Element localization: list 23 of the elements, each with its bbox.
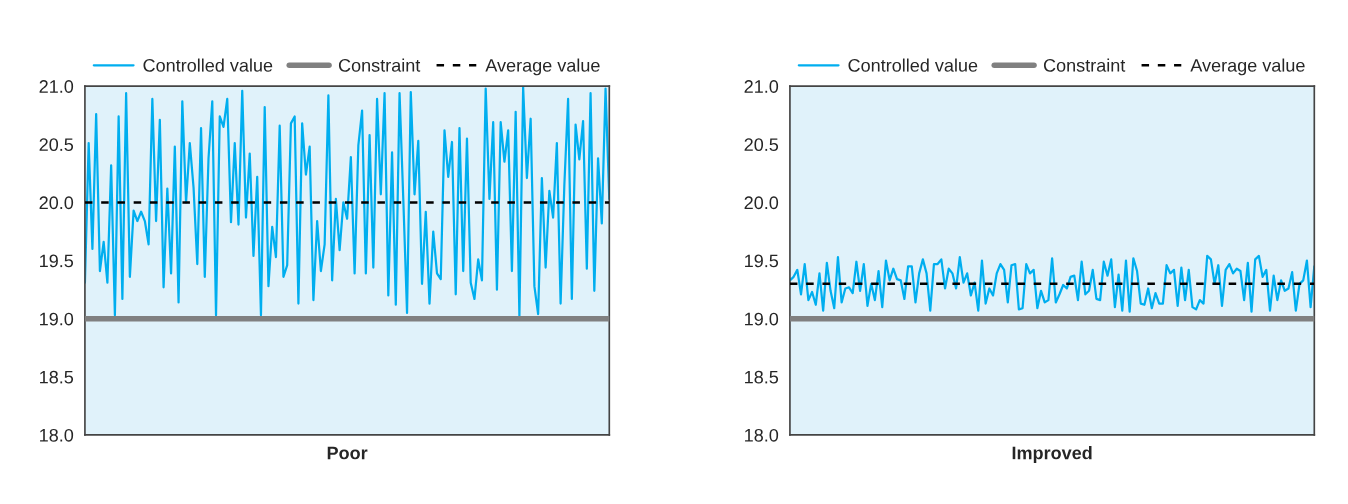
y-tick-label: 18.0 [745,428,779,442]
y-tick-label: 19.5 [745,254,779,268]
y-tick-label: 20.5 [39,138,74,152]
y-tick-label: 18.5 [745,370,779,384]
legend-label: Constraint [338,58,421,72]
legend-label: Controlled value [848,58,978,72]
y-tick-label: 19.5 [40,254,74,268]
y-tick-label: 19.0 [40,312,74,326]
y-tick-label: 18.5 [40,370,74,384]
legend-label: Constraint [1043,58,1126,72]
y-tick-label: 20.0 [744,196,779,210]
x-axis-title: Poor [327,446,368,460]
y-tick-label: 20.5 [744,138,779,152]
y-tick-label: 21.0 [744,80,779,93]
x-axis-title: Improved [1012,446,1092,463]
y-tick-label: 20.0 [39,196,74,210]
line-series [789,254,1315,313]
y-tick-label: 19.0 [745,312,779,326]
y-tick-label: 21.0 [39,80,74,93]
y-tick-label: 18.0 [40,428,74,442]
legend-label: Average value [1190,58,1305,76]
legend-label: Controlled value [143,58,273,72]
legend-label: Average value [485,58,600,76]
